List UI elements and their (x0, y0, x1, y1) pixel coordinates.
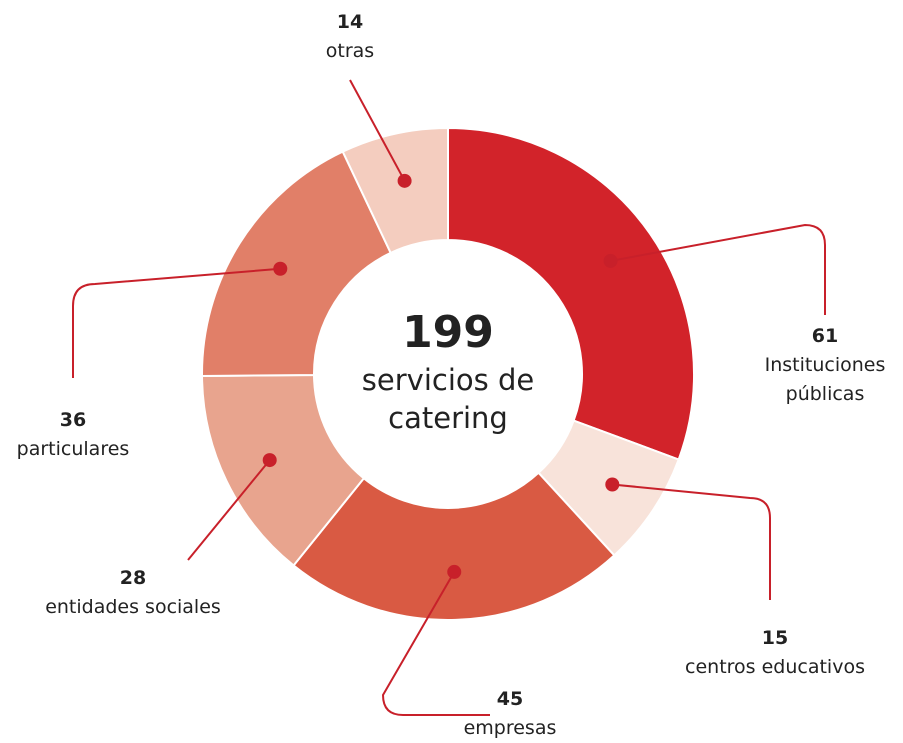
donut-slice (201, 150, 393, 377)
slice-value: 28 (119, 567, 147, 589)
leader-line (381, 571, 490, 716)
slice-name: particulares (16, 438, 130, 460)
slice-name: entidades sociales (45, 596, 221, 618)
leader-dot (605, 477, 620, 492)
leader-line (187, 459, 271, 561)
donut-slice (447, 126, 695, 461)
slice-label: 61 Instituciones públicas (755, 322, 895, 409)
leader-dot (603, 253, 618, 268)
slice-label: 14 otras (290, 8, 410, 66)
leader-dot (262, 453, 277, 468)
slice-label: 36 particulares (0, 406, 158, 464)
donut-slice (292, 471, 616, 621)
leader-line (72, 267, 281, 378)
leader-line (610, 223, 826, 315)
slice-name: otras (325, 40, 375, 62)
leader-dot (447, 564, 462, 579)
slice-label: 45 empresas (430, 685, 590, 743)
total: 199 (402, 307, 494, 358)
leader-dot (273, 261, 288, 276)
slice-name: empresas (463, 717, 557, 739)
leader-dot (397, 173, 412, 188)
slice-value: 61 (811, 325, 839, 347)
donut-slice (341, 126, 449, 255)
slice-value: 14 (336, 11, 364, 33)
leader-line (612, 483, 771, 600)
leader-line (349, 79, 406, 182)
total-label: servicios de catering (361, 363, 535, 435)
slice-label: 28 entidades sociales (13, 564, 253, 622)
center-label: 199 servicios de catering (353, 305, 543, 437)
slice-value: 15 (761, 627, 789, 649)
slice-label: 15 centros educativos (665, 624, 885, 682)
slice-name: centros educativos (685, 656, 865, 678)
slice-value: 45 (496, 688, 524, 710)
slice-value: 36 (59, 409, 87, 431)
slice-name: Instituciones públicas (764, 354, 886, 405)
